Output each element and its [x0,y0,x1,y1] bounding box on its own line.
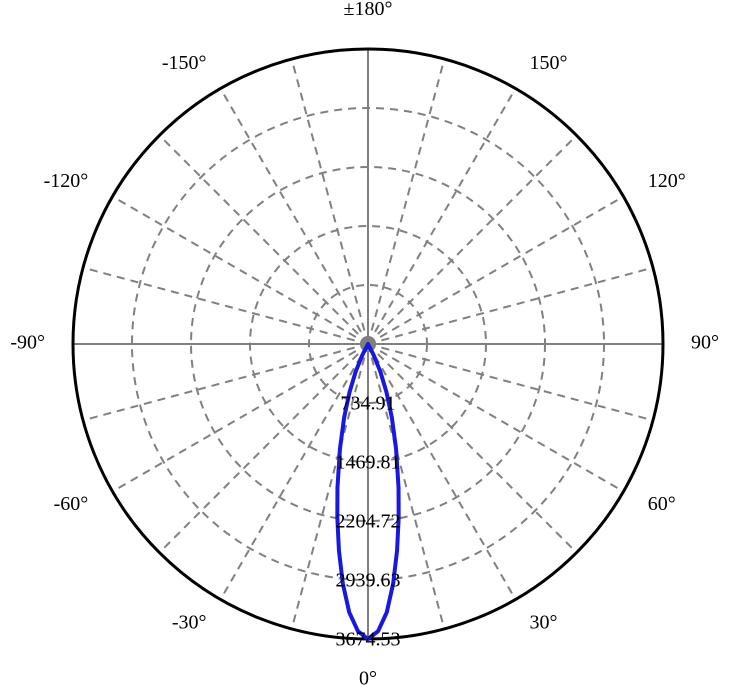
angle-label: 120° [648,170,686,192]
angle-label: -60° [54,493,89,515]
angle-label: -120° [44,170,89,192]
angle-label: -30° [172,611,207,633]
radial-label: 2204.72 [336,511,401,533]
angle-label: 150° [530,52,568,74]
angle-label: -90° [10,332,45,354]
angle-label: 30° [530,611,558,633]
radial-label: 1469.81 [336,452,401,474]
angle-label: 90° [691,332,719,354]
angle-label: ±180° [344,0,393,20]
angle-label: 0° [359,668,377,687]
radial-label: 734.91 [341,393,396,415]
angle-label: -150° [162,52,207,74]
radial-label: 2939.63 [336,570,401,592]
angle-label: 60° [648,493,676,515]
polar-chart: ±180° -150° 150° -120° 120° -90° 90° -60° 60° -30… [0,0,733,687]
radial-label: 3674.53 [336,629,401,651]
